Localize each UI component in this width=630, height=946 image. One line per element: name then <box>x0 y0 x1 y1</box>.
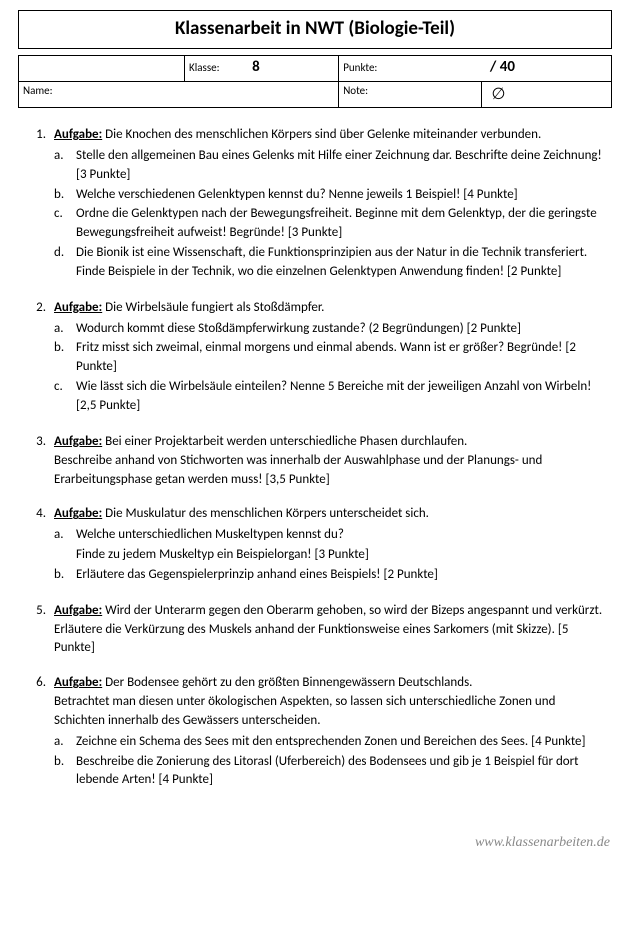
punkte-value: / 40 <box>490 58 515 76</box>
page-title: Klassenarbeit in NWT (Biologie-Teil) <box>18 10 612 49</box>
task-block: 1.Aufgabe: Die Knochen des menschlichen … <box>28 126 604 283</box>
task-block: 4.Aufgabe: Die Muskulatur des menschlich… <box>28 505 604 585</box>
task-body: Aufgabe: Wird der Unterarm gegen den Obe… <box>54 602 604 659</box>
task-intro: Aufgabe: Der Bodensee gehört zu den größ… <box>54 674 604 693</box>
subtask-letter: c. <box>54 205 76 243</box>
subtask-row: c.Wie lässt sich die Wirbelsäule einteil… <box>54 378 604 416</box>
subtask-text: Fritz misst sich zweimal, einmal morgens… <box>76 339 604 377</box>
subtask-row: a.Wodurch kommt diese Stoßdämpferwirkung… <box>54 320 604 339</box>
subtask-row: b.Fritz misst sich zweimal, einmal morge… <box>54 339 604 377</box>
subtask-row: Finde zu jedem Muskeltyp ein Beispielorg… <box>54 546 604 565</box>
task-intro: Aufgabe: Die Wirbelsäule fungiert als St… <box>54 299 604 318</box>
task-block: 5.Aufgabe: Wird der Unterarm gegen den O… <box>28 602 604 659</box>
subtask-row: b.Welche verschiedenen Gelenktypen kenns… <box>54 186 604 205</box>
task-extra-text: Beschreibe anhand von Stichworten was in… <box>54 452 604 490</box>
task-body: Aufgabe: Die Muskulatur des menschlichen… <box>54 505 604 585</box>
subtask-list: a.Wodurch kommt diese Stoßdämpferwirkung… <box>54 320 604 416</box>
task-block: 6.Aufgabe: Der Bodensee gehört zu den gr… <box>28 674 604 791</box>
subtask-text: Welche unterschiedlichen Muskeltypen ken… <box>76 526 604 545</box>
header-cell-note-value: ∅ <box>481 82 611 108</box>
subtask-text: Erläutere das Gegenspielerprinzip anhand… <box>76 566 604 585</box>
subtask-letter: b. <box>54 753 76 791</box>
subtask-letter: d. <box>54 244 76 282</box>
worksheet-page: Klassenarbeit in NWT (Biologie-Teil) Kla… <box>0 0 630 827</box>
aufgabe-label: Aufgabe: <box>54 127 102 142</box>
aufgabe-label: Aufgabe: <box>54 434 102 449</box>
task-body: Aufgabe: Die Knochen des menschlichen Kö… <box>54 126 604 283</box>
subtask-letter: a. <box>54 733 76 752</box>
task-intro-row: 3.Aufgabe: Bei einer Projektarbeit werde… <box>28 433 604 490</box>
tasks-container: 1.Aufgabe: Die Knochen des menschlichen … <box>18 126 612 791</box>
task-intro-row: 5.Aufgabe: Wird der Unterarm gegen den O… <box>28 602 604 659</box>
subtask-letter: a. <box>54 320 76 339</box>
subtask-row: a.Welche unterschiedlichen Muskeltypen k… <box>54 526 604 545</box>
subtask-letter: a. <box>54 147 76 185</box>
subtask-list: a.Welche unterschiedlichen Muskeltypen k… <box>54 526 604 585</box>
task-number: 4. <box>28 505 54 585</box>
subtask-letter: b. <box>54 339 76 377</box>
task-number: 1. <box>28 126 54 283</box>
aufgabe-label: Aufgabe: <box>54 300 102 315</box>
subtask-letter: a. <box>54 526 76 545</box>
subtask-row: a.Stelle den allgemeinen Bau eines Gelen… <box>54 147 604 185</box>
task-intro-row: 2.Aufgabe: Die Wirbelsäule fungiert als … <box>28 299 604 417</box>
subtask-row: d.Die Bionik ist eine Wissenschaft, die … <box>54 244 604 282</box>
task-block: 3.Aufgabe: Bei einer Projektarbeit werde… <box>28 433 604 490</box>
note-value: ∅ <box>492 84 506 104</box>
subtask-row: c.Ordne die Gelenktypen nach der Bewegun… <box>54 205 604 243</box>
header-cell-note-label: Note: <box>339 82 481 108</box>
task-number: 2. <box>28 299 54 417</box>
header-cell-punkte: Punkte: / 40 <box>339 56 612 82</box>
task-body: Aufgabe: Die Wirbelsäule fungiert als St… <box>54 299 604 417</box>
subtask-text: Die Bionik ist eine Wissenschaft, die Fu… <box>76 244 604 282</box>
task-intro-row: 4.Aufgabe: Die Muskulatur des menschlich… <box>28 505 604 585</box>
header-table: Klasse: 8 Punkte: / 40 Name: Note: ∅ <box>18 55 612 108</box>
task-number: 3. <box>28 433 54 490</box>
subtask-letter <box>54 546 76 565</box>
header-cell-klasse: Klasse: 8 <box>185 56 339 82</box>
header-cell-name: Name: <box>19 82 339 108</box>
name-label: Name: <box>23 84 53 97</box>
punkte-label: Punkte: <box>343 61 377 74</box>
klasse-value: 8 <box>252 58 260 76</box>
task-intro: Aufgabe: Die Muskulatur des menschlichen… <box>54 505 604 524</box>
task-block: 2.Aufgabe: Die Wirbelsäule fungiert als … <box>28 299 604 417</box>
task-number: 5. <box>28 602 54 659</box>
klasse-label: Klasse: <box>189 61 220 74</box>
subtask-letter: c. <box>54 378 76 416</box>
subtask-list: a.Stelle den allgemeinen Bau eines Gelen… <box>54 147 604 282</box>
task-intro: Aufgabe: Bei einer Projektarbeit werden … <box>54 433 604 452</box>
header-cell-empty <box>19 56 185 82</box>
subtask-text: Finde zu jedem Muskeltyp ein Beispielorg… <box>76 546 604 565</box>
subtask-letter: b. <box>54 566 76 585</box>
subtask-row: b.Erläutere das Gegenspielerprinzip anha… <box>54 566 604 585</box>
aufgabe-label: Aufgabe: <box>54 506 102 521</box>
subtask-text: Welche verschiedenen Gelenktypen kennst … <box>76 186 604 205</box>
task-intro: Aufgabe: Wird der Unterarm gegen den Obe… <box>54 602 604 659</box>
task-number: 6. <box>28 674 54 791</box>
subtask-text: Wie lässt sich die Wirbelsäule einteilen… <box>76 378 604 416</box>
footer-url: www.klassenarbeiten.de <box>0 827 630 861</box>
subtask-text: Ordne die Gelenktypen nach der Bewegungs… <box>76 205 604 243</box>
subtask-text: Beschreibe die Zonierung des Litorasl (U… <box>76 753 604 791</box>
task-intro: Aufgabe: Die Knochen des menschlichen Kö… <box>54 126 604 145</box>
task-intro-row: 1.Aufgabe: Die Knochen des menschlichen … <box>28 126 604 283</box>
subtask-text: Wodurch kommt diese Stoßdämpferwirkung z… <box>76 320 604 339</box>
subtask-row: b.Beschreibe die Zonierung des Litorasl … <box>54 753 604 791</box>
task-intro-row: 6.Aufgabe: Der Bodensee gehört zu den gr… <box>28 674 604 791</box>
subtask-row: a.Zeichne ein Schema des Sees mit den en… <box>54 733 604 752</box>
task-body: Aufgabe: Der Bodensee gehört zu den größ… <box>54 674 604 791</box>
aufgabe-label: Aufgabe: <box>54 603 102 618</box>
aufgabe-label: Aufgabe: <box>54 675 102 690</box>
subtask-list: a.Zeichne ein Schema des Sees mit den en… <box>54 733 604 791</box>
note-label: Note: <box>343 84 368 97</box>
task-extra-text: Betrachtet man diesen unter ökologischen… <box>54 693 604 731</box>
task-body: Aufgabe: Bei einer Projektarbeit werden … <box>54 433 604 490</box>
subtask-text: Stelle den allgemeinen Bau eines Gelenks… <box>76 147 604 185</box>
subtask-letter: b. <box>54 186 76 205</box>
subtask-text: Zeichne ein Schema des Sees mit den ents… <box>76 733 604 752</box>
